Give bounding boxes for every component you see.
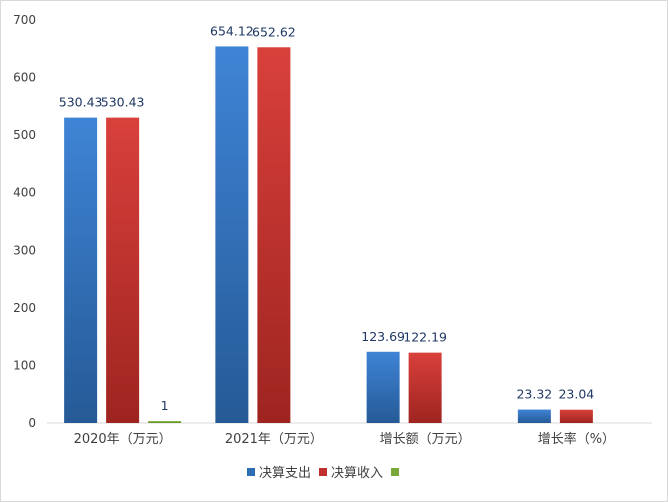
bar <box>148 421 182 423</box>
data-label: 122.19 <box>403 330 447 345</box>
legend: 决算支出 决算收入 <box>247 466 399 481</box>
data-label: 1 <box>161 398 169 413</box>
y-tick-label: 700 <box>13 13 36 27</box>
bars <box>64 46 593 424</box>
legend-label: 决算收入 <box>331 466 383 481</box>
category-label: 增长额（万元） <box>380 432 471 447</box>
data-label: 530.43 <box>101 95 145 110</box>
bar <box>517 409 551 423</box>
y-axis-ticks: 0 100 200 300 400 500 600 700 <box>13 13 36 430</box>
bar <box>257 47 291 423</box>
data-label: 654.12 <box>210 23 254 38</box>
y-tick-label: 500 <box>13 128 36 142</box>
y-tick-label: 200 <box>13 301 36 315</box>
data-label: 652.62 <box>252 24 296 39</box>
y-tick-label: 600 <box>13 71 36 85</box>
data-label: 23.04 <box>558 387 594 402</box>
legend-label: 决算支出 <box>259 466 311 481</box>
category-labels: 2020年（万元） 2021年（万元） 增长额（万元） 增长率（%） <box>74 431 615 447</box>
category-label: 2020年（万元） <box>74 432 172 447</box>
data-label: 123.69 <box>361 329 405 344</box>
y-tick-label: 300 <box>13 243 36 257</box>
legend-swatch <box>247 468 255 476</box>
category-label: 2021年（万元） <box>225 432 323 447</box>
legend-swatch <box>391 468 399 476</box>
y-tick-label: 400 <box>13 186 36 200</box>
data-label: 23.32 <box>516 387 552 402</box>
category-label: 增长率（%） <box>538 431 615 447</box>
bar <box>559 409 593 423</box>
y-tick-label: 100 <box>13 358 36 372</box>
bar <box>215 46 249 424</box>
bar <box>64 117 98 423</box>
bar <box>106 117 140 423</box>
bar <box>366 351 400 423</box>
bar <box>408 352 442 423</box>
legend-swatch <box>319 468 327 476</box>
data-label: 530.43 <box>59 95 103 110</box>
y-tick-label: 0 <box>28 416 36 430</box>
